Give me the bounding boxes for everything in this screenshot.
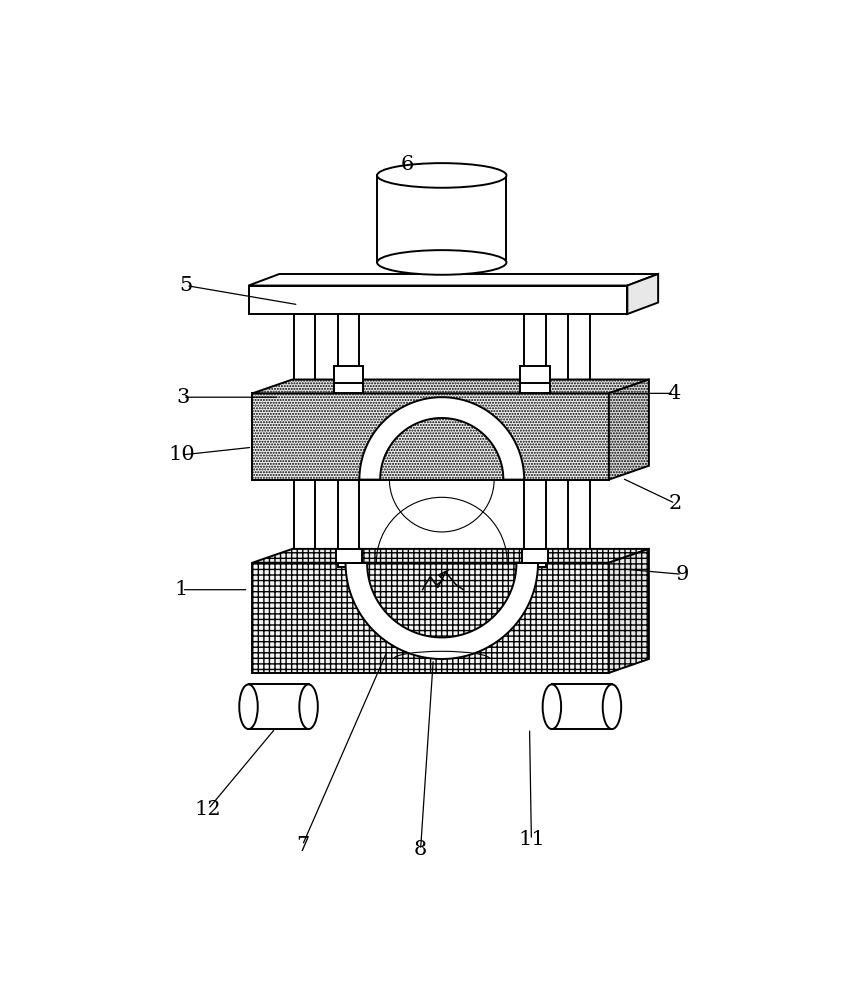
Polygon shape [338, 480, 359, 567]
Polygon shape [567, 480, 589, 567]
Text: 10: 10 [168, 445, 195, 464]
Text: 1: 1 [175, 580, 188, 599]
Text: 9: 9 [674, 565, 688, 584]
Polygon shape [252, 379, 648, 393]
Polygon shape [521, 549, 548, 563]
Polygon shape [345, 563, 537, 659]
Polygon shape [523, 314, 545, 393]
Text: 2: 2 [668, 494, 681, 513]
Polygon shape [520, 366, 549, 393]
Text: 8: 8 [413, 840, 427, 859]
Polygon shape [567, 314, 589, 393]
Ellipse shape [299, 684, 318, 729]
Polygon shape [248, 274, 658, 286]
Text: 11: 11 [517, 830, 544, 849]
Polygon shape [551, 684, 611, 729]
Polygon shape [359, 397, 523, 480]
Text: 6: 6 [400, 155, 413, 174]
Polygon shape [376, 175, 506, 262]
Text: 4: 4 [666, 384, 680, 403]
Text: 7: 7 [295, 836, 308, 855]
Ellipse shape [239, 684, 257, 729]
Polygon shape [252, 393, 608, 480]
Polygon shape [338, 314, 359, 393]
Polygon shape [248, 684, 308, 729]
Polygon shape [252, 549, 648, 563]
Polygon shape [333, 366, 362, 393]
Text: 5: 5 [179, 276, 193, 295]
Ellipse shape [542, 684, 561, 729]
Polygon shape [294, 480, 315, 567]
Polygon shape [294, 314, 315, 393]
Text: 3: 3 [176, 388, 189, 407]
Ellipse shape [602, 684, 621, 729]
Text: 12: 12 [195, 800, 221, 819]
Polygon shape [335, 549, 362, 563]
Polygon shape [252, 563, 608, 673]
Polygon shape [608, 549, 648, 673]
Polygon shape [627, 274, 658, 314]
Ellipse shape [376, 163, 506, 188]
Polygon shape [523, 480, 545, 567]
Polygon shape [608, 379, 648, 480]
Polygon shape [248, 286, 627, 314]
Ellipse shape [376, 250, 506, 275]
